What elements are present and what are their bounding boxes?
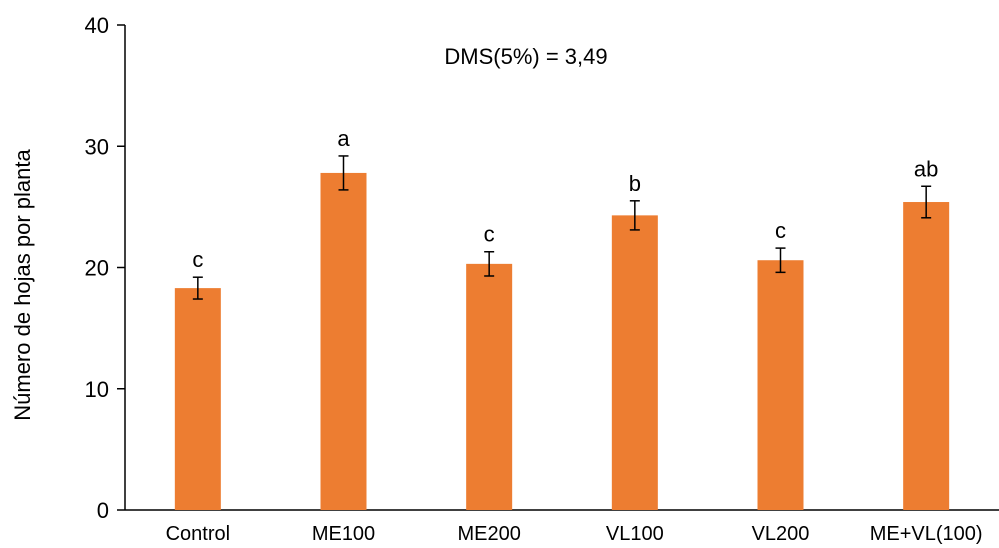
y-tick-label: 30 (85, 134, 109, 159)
x-tick-label: Control (166, 523, 230, 545)
significance-label: c (484, 222, 495, 247)
x-tick-label: VL100 (606, 523, 664, 545)
y-tick-label: 0 (97, 498, 109, 523)
axes: 0 10 20 30 40 (85, 13, 999, 523)
y-axis-title: Número de hojas por planta (10, 148, 35, 420)
bars-group: c Control a ME100 c ME200 b VL100 c VL200 ab ME+VL(… (166, 126, 983, 545)
y-tick-label: 40 (85, 13, 109, 38)
bar (611, 215, 658, 511)
lsd-annotation: DMS(5%) = 3,49 (444, 44, 607, 69)
significance-label: ab (914, 156, 938, 181)
significance-label: c (775, 218, 786, 243)
y-tick-label: 20 (85, 256, 109, 281)
significance-label: b (629, 171, 641, 196)
bar (466, 263, 513, 510)
x-tick-label: ME+VL(100) (870, 523, 983, 545)
bar (903, 202, 950, 510)
significance-label: a (337, 126, 350, 151)
bar (174, 288, 221, 510)
bar (320, 172, 367, 511)
x-tick-label: ME200 (457, 523, 520, 545)
significance-label: c (192, 247, 203, 272)
x-tick-label: VL200 (752, 523, 810, 545)
bar (757, 260, 804, 510)
y-tick-label: 10 (85, 377, 109, 402)
x-tick-label: ME100 (312, 523, 375, 545)
